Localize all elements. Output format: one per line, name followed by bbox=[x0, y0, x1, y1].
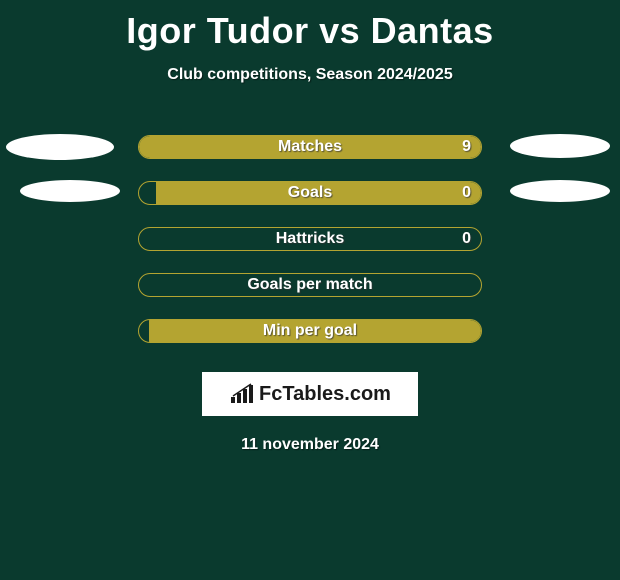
chart-row-goals: Goals 0 bbox=[0, 170, 620, 216]
bar-container: Hattricks 0 bbox=[138, 227, 482, 251]
chart-icon bbox=[229, 383, 255, 405]
subtitle: Club competitions, Season 2024/2025 bbox=[0, 66, 620, 84]
logo-text: FcTables.com bbox=[259, 383, 391, 406]
bar-fill bbox=[156, 182, 481, 204]
bar-fill bbox=[139, 136, 481, 158]
chart-row-matches: Matches 9 bbox=[0, 124, 620, 170]
right-pill bbox=[510, 180, 610, 202]
chart-row-hattricks: Hattricks 0 bbox=[0, 216, 620, 262]
bar-label: Goals per match bbox=[139, 276, 481, 294]
date-line: 11 november 2024 bbox=[0, 436, 620, 454]
chart-row-min-per-goal: Min per goal bbox=[0, 308, 620, 354]
bar-fill bbox=[149, 320, 481, 342]
right-pill bbox=[510, 134, 610, 158]
bar-value-right: 0 bbox=[462, 230, 471, 248]
comparison-chart: Matches 9 Goals 0 Hattricks 0 Goals per … bbox=[0, 84, 620, 354]
bar-container: Goals 0 bbox=[138, 181, 482, 205]
logo-box: FcTables.com bbox=[202, 372, 418, 416]
page-title: Igor Tudor vs Dantas bbox=[0, 0, 620, 52]
chart-row-goals-per-match: Goals per match bbox=[0, 262, 620, 308]
left-pill bbox=[20, 180, 120, 202]
left-pill bbox=[6, 134, 114, 160]
bar-container: Min per goal bbox=[138, 319, 482, 343]
bar-label: Hattricks bbox=[139, 230, 481, 248]
logo: FcTables.com bbox=[229, 383, 391, 406]
bar-container: Goals per match bbox=[138, 273, 482, 297]
bar-container: Matches 9 bbox=[138, 135, 482, 159]
